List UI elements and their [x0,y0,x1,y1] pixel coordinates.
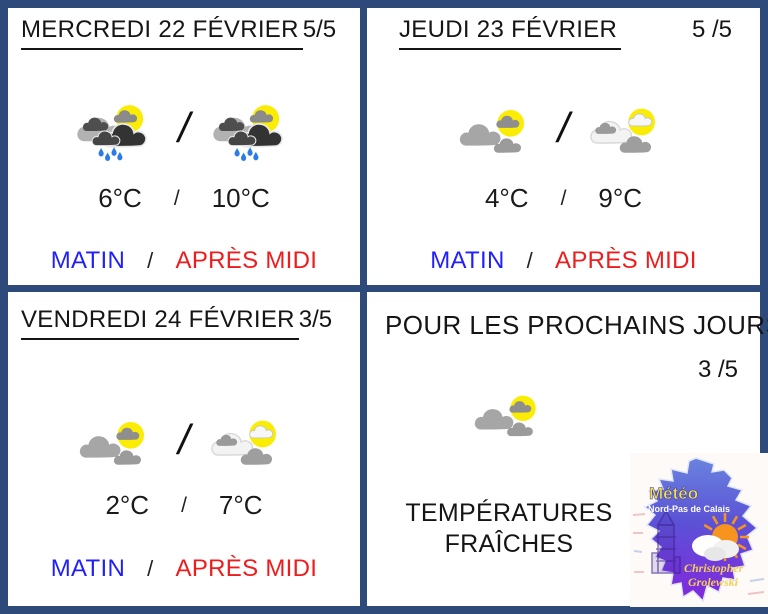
morning-temp: 4°C [484,183,529,213]
sketch-lines-icon [632,513,765,595]
belfry-icon [651,509,681,574]
afternoon-temp: 7°C [218,490,263,520]
logo-brand: Météo [649,484,698,503]
logo-region: Nord-Pas de Calais [648,504,730,514]
panel-mercredi: MERCREDI 22 FÉVRIER 5/5 / [8,8,360,285]
meteo-nord-pas-de-calais-logo: Météo Nord-Pas de Calais Christopher Gro… [630,453,768,607]
confidence-score: 5 /5 [691,16,732,43]
morning-temp: 2°C [105,490,150,520]
sun-white-clouds-icon [211,420,276,465]
slash-separator: / [560,186,567,210]
day-title: JEUDI 23 FÉVRIER [399,16,622,50]
sun-rain-clouds-icon [77,105,148,162]
labels-row: MATIN / APRÈS MIDI [8,247,360,275]
afternoon-temp: 9°C [598,183,643,213]
panel-header: VENDREDI 24 FÉVRIER 3/5 [21,306,332,340]
rain-drops-icon [234,147,259,162]
slash-separator: / [147,248,154,273]
logo-signature-line1: Christopher [684,561,744,575]
sun-white-clouds-icon [590,108,656,153]
outlook-description: TEMPÉRATURES FRAÎCHES [379,498,639,560]
temps-row: 2°C / 7°C [8,490,360,521]
afternoon-label: APRÈS MIDI [175,247,318,274]
day-title: MERCREDI 22 FÉVRIER [21,16,303,50]
morning-temp: 6°C [98,183,142,213]
temps-row: 6°C / 10°C [8,183,360,214]
afternoon-label: APRÈS MIDI [175,555,318,582]
icons-row: / [8,84,360,180]
outlook-title: POUR LES PROCHAINS JOURS [385,310,768,340]
rain-drops-icon [98,147,123,162]
sun-gray-clouds-icon [80,422,145,465]
slash-separator: / [178,416,190,463]
outlook-description-line2: FRAÎCHES [444,530,574,558]
panel-vendredi: VENDREDI 24 FÉVRIER 3/5 / 2°C / 7°C [8,292,360,606]
morning-label: MATIN [430,247,505,274]
labels-row: MATIN / APRÈS MIDI [8,555,360,583]
panel-jeudi: JEUDI 23 FÉVRIER 5 /5 / 4°C / 9°C [367,8,760,285]
cloud-icon [692,535,739,561]
day-title: VENDREDI 24 FÉVRIER [21,306,299,340]
slash-separator: / [147,556,154,581]
confidence-score: 3/5 [298,306,333,333]
morning-label: MATIN [50,247,126,274]
afternoon-label: APRÈS MIDI [555,247,697,274]
slash-separator: / [181,493,187,517]
sun-gray-clouds-icon [459,110,524,153]
labels-row: MATIN / APRÈS MIDI [367,247,760,275]
logo-signature-line2: Grolewski [688,575,739,589]
outlook-description-line1: TEMPÉRATURES [405,499,613,527]
slash-separator: / [526,248,534,273]
slash-separator: / [557,104,570,151]
icons-row [473,388,549,445]
temps-row: 4°C / 9°C [367,183,760,214]
slash-separator: / [173,186,180,210]
icons-row: / [367,84,760,180]
afternoon-temp: 10°C [211,183,270,213]
region-map-logo-icon: Météo Nord-Pas de Calais Christopher Gro… [630,453,768,607]
sun-gray-clouds-icon [474,395,536,437]
confidence-score: 3 /5 [697,356,738,383]
nord-pas-de-calais-map-shape [643,457,759,603]
sun-rain-clouds-icon [213,105,283,162]
confidence-score: 5/5 [302,16,337,43]
slash-separator: / [178,104,190,151]
morning-label: MATIN [50,555,126,582]
icons-row: / [8,396,360,492]
panel-header: MERCREDI 22 FÉVRIER 5/5 [21,16,336,50]
panel-header: JEUDI 23 FÉVRIER 5 /5 [399,16,732,50]
